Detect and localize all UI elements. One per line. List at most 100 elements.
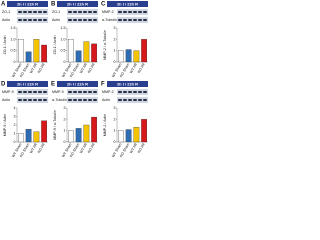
- bar: [18, 39, 24, 63]
- blot-band: [73, 11, 77, 13]
- blot-band: [118, 11, 122, 13]
- blot-band: [88, 19, 92, 21]
- y-tick-label: 0.5: [61, 49, 66, 53]
- x-tick-label: KO I/R: [37, 142, 46, 154]
- bar: [41, 120, 47, 143]
- blot-label: MMP-2: [102, 10, 114, 14]
- y-tick-label: 2: [64, 117, 66, 121]
- x-tick-label: WT I/R: [129, 62, 138, 74]
- blot-label: α-Tubulin: [52, 98, 67, 102]
- x-tick-label: KO Sham: [19, 142, 30, 158]
- blot-label: Actin: [2, 18, 10, 22]
- blot: [67, 17, 98, 23]
- y-tick-label: 3: [114, 26, 116, 30]
- x-tick-label: WT Sham: [61, 62, 72, 78]
- blot-label: Actin: [102, 98, 110, 102]
- bar: [133, 127, 140, 143]
- panel-letter: E: [51, 82, 55, 88]
- blot-band: [118, 99, 122, 101]
- panel-header: 2h I / 22h R: [67, 81, 88, 86]
- bar: [133, 50, 140, 63]
- blot-band: [28, 19, 32, 21]
- header-bar: [7, 1, 48, 7]
- blot-band: [43, 99, 47, 101]
- x-tick-label: KO I/R: [137, 142, 146, 154]
- x-tick-label: KO I/R: [37, 62, 46, 74]
- y-tick-label: 0: [14, 60, 16, 64]
- blot-band: [133, 19, 137, 21]
- blot-band: [78, 11, 82, 13]
- bar: [25, 51, 32, 63]
- x-tick-label: KO I/R: [87, 62, 96, 74]
- panel-header: 2h I / 22h R: [17, 1, 38, 6]
- bar: [118, 50, 124, 63]
- blot-band: [93, 99, 97, 101]
- bar: [141, 39, 147, 63]
- bar: [68, 130, 74, 143]
- blot-band: [78, 99, 82, 101]
- blot-band: [43, 11, 47, 13]
- blot-band: [43, 91, 47, 93]
- blot-label: MMP-2: [102, 90, 114, 94]
- bar: [41, 44, 47, 63]
- blot-band: [83, 11, 87, 13]
- bar: [18, 133, 24, 143]
- x-tick-label: KO Sham: [119, 142, 130, 158]
- blot: [67, 9, 98, 15]
- blot-band: [38, 11, 42, 13]
- x-tick-label: KO I/R: [87, 142, 96, 154]
- blot-band: [128, 11, 132, 13]
- blot-band: [88, 91, 92, 93]
- bar: [33, 131, 40, 143]
- panel-header: 2h I / 22h R: [67, 1, 88, 6]
- blot: [117, 17, 148, 23]
- y-axis-label: ZO-1 / Actin: [53, 36, 57, 55]
- y-tick-label: 1: [114, 129, 116, 133]
- x-tick-label: WT I/R: [29, 142, 38, 154]
- blot-band: [73, 99, 77, 101]
- blot-band: [33, 11, 37, 13]
- blot-band: [138, 99, 142, 101]
- panel-letter: D: [1, 82, 6, 88]
- x-tick-label: WT I/R: [79, 62, 88, 74]
- y-tick-label: 0: [114, 140, 116, 144]
- y-tick-label: 1: [14, 131, 16, 135]
- blot-band: [83, 19, 87, 21]
- blot-label: MMP-9: [2, 90, 14, 94]
- y-tick-label: 1: [114, 49, 116, 53]
- y-tick-label: 0: [114, 60, 116, 64]
- blot-band: [88, 11, 92, 13]
- blot-band: [33, 19, 37, 21]
- blot-label: MMP-9: [52, 90, 64, 94]
- blot-band: [123, 99, 127, 101]
- blot-band: [43, 19, 47, 21]
- x-tick-label: KO Sham: [119, 62, 130, 78]
- blot: [117, 9, 148, 15]
- blot-band: [28, 11, 32, 13]
- blot-band: [18, 19, 22, 21]
- bar: [25, 129, 32, 143]
- blot-band: [23, 19, 27, 21]
- blot-band: [73, 91, 77, 93]
- y-axis-label: MMP-9 / Actin: [3, 114, 7, 136]
- blot-band: [88, 99, 92, 101]
- blot-band: [118, 91, 122, 93]
- blot-band: [133, 91, 137, 93]
- panel-letter: F: [101, 82, 105, 88]
- panel-letter: A: [1, 2, 6, 8]
- blot-band: [28, 99, 32, 101]
- y-tick-label: 1: [64, 129, 66, 133]
- blot-band: [128, 99, 132, 101]
- blot-band: [133, 11, 137, 13]
- y-tick-label: 2: [114, 117, 116, 121]
- blot: [17, 97, 48, 103]
- x-tick-label: KO Sham: [69, 62, 80, 78]
- blot-band: [23, 11, 27, 13]
- blot: [17, 17, 48, 23]
- blot-band: [23, 99, 27, 101]
- header-bar: [107, 1, 148, 7]
- y-tick-label: 0: [14, 140, 16, 144]
- blot-band: [128, 91, 132, 93]
- blot-band: [78, 19, 82, 21]
- y-tick-label: 0: [64, 60, 66, 64]
